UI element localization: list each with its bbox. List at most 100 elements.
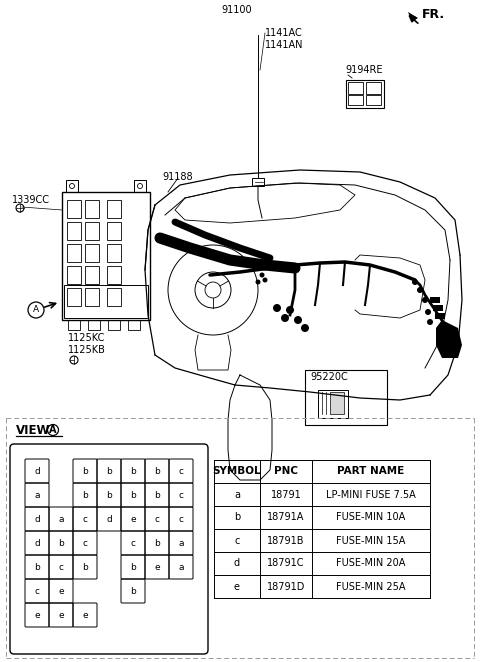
Text: b: b bbox=[58, 538, 64, 547]
Bar bbox=[252, 178, 264, 186]
Text: a: a bbox=[178, 538, 184, 547]
Bar bbox=[85, 266, 99, 284]
Text: d: d bbox=[234, 559, 240, 569]
Text: d: d bbox=[34, 538, 40, 547]
Bar bbox=[67, 266, 81, 284]
Text: c: c bbox=[179, 491, 183, 500]
Bar bbox=[67, 288, 81, 306]
Text: c: c bbox=[234, 536, 240, 545]
Text: b: b bbox=[154, 491, 160, 500]
Text: c: c bbox=[179, 467, 183, 475]
Text: a: a bbox=[178, 563, 184, 571]
Circle shape bbox=[286, 306, 294, 314]
Text: PART NAME: PART NAME bbox=[337, 467, 405, 477]
Bar bbox=[107, 200, 121, 218]
Text: SYMBOL: SYMBOL bbox=[213, 467, 261, 477]
Circle shape bbox=[412, 279, 418, 285]
Text: e: e bbox=[34, 610, 40, 620]
Bar bbox=[366, 95, 381, 105]
Circle shape bbox=[281, 314, 289, 322]
Circle shape bbox=[427, 319, 433, 325]
Bar bbox=[67, 244, 81, 262]
Polygon shape bbox=[436, 320, 462, 358]
Text: b: b bbox=[234, 512, 240, 522]
Bar bbox=[346, 80, 384, 108]
Text: e: e bbox=[130, 514, 136, 524]
Text: A: A bbox=[49, 425, 57, 435]
Circle shape bbox=[263, 277, 267, 283]
Text: FR.: FR. bbox=[422, 8, 445, 21]
Bar bbox=[305, 370, 387, 425]
Bar bbox=[107, 288, 121, 306]
Bar bbox=[64, 285, 148, 318]
Bar bbox=[318, 390, 348, 418]
Text: e: e bbox=[234, 581, 240, 592]
Text: 18791: 18791 bbox=[271, 489, 301, 500]
Bar bbox=[433, 305, 443, 311]
Circle shape bbox=[255, 265, 261, 271]
Text: FUSE-MIN 20A: FUSE-MIN 20A bbox=[336, 559, 406, 569]
Bar bbox=[107, 244, 121, 262]
Text: 1141AC: 1141AC bbox=[265, 28, 303, 38]
Polygon shape bbox=[408, 12, 418, 22]
Text: 91100: 91100 bbox=[222, 5, 252, 15]
Text: 1339CC: 1339CC bbox=[12, 195, 50, 205]
Text: FUSE-MIN 10A: FUSE-MIN 10A bbox=[336, 512, 406, 522]
Text: b: b bbox=[154, 467, 160, 475]
Text: b: b bbox=[154, 538, 160, 547]
Text: b: b bbox=[106, 491, 112, 500]
Bar bbox=[348, 95, 363, 105]
Text: FUSE-MIN 15A: FUSE-MIN 15A bbox=[336, 536, 406, 545]
Bar bbox=[85, 200, 99, 218]
Text: A: A bbox=[33, 305, 39, 314]
Text: 91188: 91188 bbox=[162, 172, 192, 182]
Text: 18791C: 18791C bbox=[267, 559, 305, 569]
Text: 1125KC: 1125KC bbox=[68, 333, 106, 343]
Text: 18791D: 18791D bbox=[267, 581, 305, 592]
Text: c: c bbox=[155, 514, 159, 524]
Text: b: b bbox=[82, 467, 88, 475]
Text: e: e bbox=[82, 610, 88, 620]
Circle shape bbox=[273, 304, 281, 312]
Text: b: b bbox=[130, 563, 136, 571]
Circle shape bbox=[301, 324, 309, 332]
Circle shape bbox=[417, 287, 423, 293]
Bar bbox=[107, 266, 121, 284]
Bar bbox=[88, 320, 100, 330]
Text: 18791B: 18791B bbox=[267, 536, 305, 545]
Bar bbox=[85, 244, 99, 262]
Circle shape bbox=[255, 279, 261, 285]
Circle shape bbox=[422, 297, 428, 303]
Bar bbox=[85, 288, 99, 306]
Text: b: b bbox=[82, 563, 88, 571]
Text: d: d bbox=[34, 514, 40, 524]
Text: VIEW: VIEW bbox=[16, 424, 50, 437]
Bar bbox=[430, 297, 440, 303]
Text: PNC: PNC bbox=[274, 467, 298, 477]
Text: b: b bbox=[130, 587, 136, 596]
Circle shape bbox=[425, 309, 431, 315]
Text: c: c bbox=[83, 538, 87, 547]
Bar bbox=[435, 313, 445, 319]
Text: 95220C: 95220C bbox=[310, 372, 348, 382]
Bar bbox=[85, 222, 99, 240]
Text: b: b bbox=[34, 563, 40, 571]
Circle shape bbox=[260, 273, 264, 277]
Text: c: c bbox=[35, 587, 39, 596]
Text: e: e bbox=[58, 610, 64, 620]
Text: c: c bbox=[83, 514, 87, 524]
Bar bbox=[366, 82, 381, 94]
Text: d: d bbox=[106, 514, 112, 524]
Text: FUSE-MIN 25A: FUSE-MIN 25A bbox=[336, 581, 406, 592]
Text: c: c bbox=[131, 538, 135, 547]
Circle shape bbox=[294, 316, 302, 324]
Text: e: e bbox=[58, 587, 64, 596]
Bar bbox=[67, 200, 81, 218]
Bar bbox=[330, 392, 344, 414]
Text: 9194RE: 9194RE bbox=[345, 65, 383, 75]
Text: 18791A: 18791A bbox=[267, 512, 305, 522]
Text: a: a bbox=[58, 514, 64, 524]
Bar bbox=[67, 222, 81, 240]
Bar bbox=[108, 320, 120, 330]
Text: a: a bbox=[34, 491, 40, 500]
